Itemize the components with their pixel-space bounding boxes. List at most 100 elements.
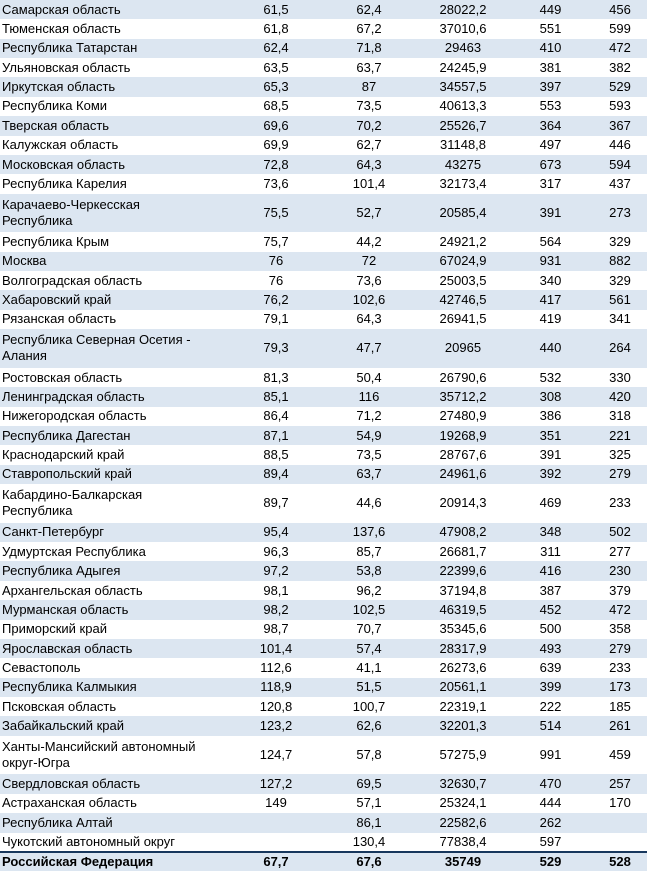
table-row: Забайкальский край 123,2 62,6 32201,3 514 261 — [0, 716, 647, 736]
table-row: Краснодарский край 88,5 73,5 28767,6 391 325 — [0, 445, 647, 465]
value-cell: 26273,6 — [439, 659, 487, 675]
table-row: Тюменская область 61,8 67,2 37010,6 551 599 — [0, 19, 647, 39]
table-row: Хабаровский край 76,2 102,6 42746,5 417 561 — [0, 290, 647, 310]
value-cell: 76 — [268, 272, 284, 288]
value-cell: 261 — [609, 718, 631, 734]
table-row: Архангельская область 98,1 96,2 37194,8 387 3… — [0, 580, 647, 601]
value-cell — [593, 833, 647, 852]
region-name-cell: Республика Татарстан — [2, 40, 138, 56]
region-name-cell: Тверская область — [2, 117, 110, 133]
value-cell: 98,7 — [263, 621, 289, 637]
value-cell: 63,7 — [356, 59, 382, 75]
region-name-cell: Псковская область — [2, 698, 117, 714]
value-cell: 931 — [539, 253, 562, 269]
value-cell: 318 — [609, 408, 631, 424]
value-cell: 35345,6 — [439, 621, 487, 637]
value-cell: 25526,7 — [439, 117, 487, 133]
value-cell: 34557,5 — [439, 79, 487, 95]
value-cell: 123,2 — [259, 718, 293, 734]
value-cell: 47908,2 — [439, 524, 487, 540]
region-name-cell: Хабаровский край — [2, 292, 112, 308]
value-cell: 64,3 — [356, 156, 382, 172]
value-cell: 85,1 — [263, 388, 289, 404]
value-cell: 26790,6 — [439, 369, 487, 385]
value-cell: 64,3 — [356, 311, 382, 327]
table-row: Республика Крым 75,7 44,2 24921,2 564 329 — [0, 232, 647, 252]
value-cell: 330 — [609, 369, 631, 385]
value-cell: 63,7 — [356, 466, 382, 482]
value-cell: 96,2 — [356, 582, 382, 598]
value-cell: 101,4 — [352, 175, 386, 191]
value-cell: 24245,9 — [439, 59, 487, 75]
value-cell: 386 — [539, 408, 562, 424]
value-cell: 100,7 — [352, 698, 386, 714]
value-cell: 22582,6 — [439, 814, 487, 830]
value-cell: 379 — [609, 582, 631, 598]
region-name-cell: Самарская область — [2, 1, 121, 17]
value-cell: 25003,5 — [439, 272, 487, 288]
value-cell — [232, 813, 320, 832]
region-name-cell: Ставропольский край — [2, 466, 132, 482]
region-name-cell: Карачаево-Черкесская Республика — [2, 196, 140, 228]
table-row: Нижегородская область 86,4 71,2 27480,9 386 3… — [0, 406, 647, 426]
value-cell: 420 — [609, 388, 631, 404]
table-row: Псковская область 120,8 100,7 22319,1 222 185 — [0, 696, 647, 717]
value-cell: 20965 — [444, 340, 482, 356]
table-row: Тверская область 69,6 70,2 25526,7 364 367 — [0, 116, 647, 136]
table-row: Карачаево-Черкесская Республика 75,5 52,7 2… — [0, 193, 647, 233]
value-cell: 52,7 — [356, 204, 382, 220]
value-cell: 358 — [609, 621, 631, 637]
value-cell: 991 — [539, 747, 562, 763]
value-cell: 31148,8 — [439, 137, 487, 153]
value-cell: 62,6 — [356, 718, 382, 734]
table-row: Москва 76 72 67024,9 931 882 — [0, 251, 647, 272]
region-name-cell: Нижегородская область — [2, 408, 147, 424]
table-row: Севастополь 112,6 41,1 26273,6 639 233 — [0, 658, 647, 678]
value-cell: 233 — [609, 495, 631, 511]
value-cell: 69,9 — [263, 137, 289, 153]
region-name-cell: Тюменская область — [2, 21, 121, 37]
value-cell: 37010,6 — [439, 21, 487, 37]
value-cell: 71,8 — [356, 40, 382, 56]
value-cell: 101,4 — [259, 640, 293, 656]
value-cell: 444 — [539, 795, 562, 811]
value-cell: 233 — [609, 659, 631, 675]
value-cell: 102,6 — [352, 292, 386, 308]
region-name-cell: Приморский край — [2, 621, 107, 637]
value-cell: 529 — [539, 854, 562, 870]
value-cell: 449 — [539, 1, 562, 17]
value-cell: 279 — [609, 640, 631, 656]
value-cell: 79,3 — [263, 340, 289, 356]
value-cell: 85,7 — [356, 543, 382, 559]
value-cell: 72 — [361, 253, 377, 269]
table-row: Ярославская область 101,4 57,4 28317,9 493 27… — [0, 638, 647, 659]
value-cell: 54,9 — [356, 427, 382, 443]
value-cell: 44,6 — [356, 495, 382, 511]
value-cell: 673 — [539, 156, 562, 172]
value-cell: 882 — [609, 253, 631, 269]
value-cell: 32173,4 — [439, 175, 487, 191]
total-row: Российская Федерация 67,7 67,6 35749 529 528 — [0, 851, 647, 872]
value-cell: 417 — [539, 292, 562, 308]
region-name-cell: Забайкальский край — [2, 718, 125, 734]
value-cell: 472 — [609, 601, 631, 617]
table-row: Московская область 72,8 64,3 43275 673 594 — [0, 154, 647, 175]
region-name-cell: Ростовская область — [2, 369, 123, 385]
value-cell: 46319,5 — [439, 601, 487, 617]
value-cell: 67,6 — [356, 854, 382, 870]
value-cell: 65,3 — [263, 79, 289, 95]
value-cell: 67,7 — [263, 854, 289, 870]
value-cell — [593, 813, 647, 832]
value-cell: 68,5 — [263, 98, 289, 114]
value-cell: 75,7 — [263, 234, 289, 249]
value-cell: 20914,3 — [439, 495, 487, 511]
value-cell: 329 — [609, 234, 631, 249]
value-cell: 532 — [539, 369, 562, 385]
value-cell: 639 — [539, 659, 562, 675]
value-cell: 551 — [539, 21, 562, 37]
value-cell: 81,3 — [263, 369, 289, 385]
value-cell: 44,2 — [356, 234, 382, 249]
region-name-cell: Республика Северная Осетия - Алания — [2, 332, 191, 364]
value-cell: 392 — [539, 466, 562, 482]
value-cell: 382 — [609, 59, 631, 75]
